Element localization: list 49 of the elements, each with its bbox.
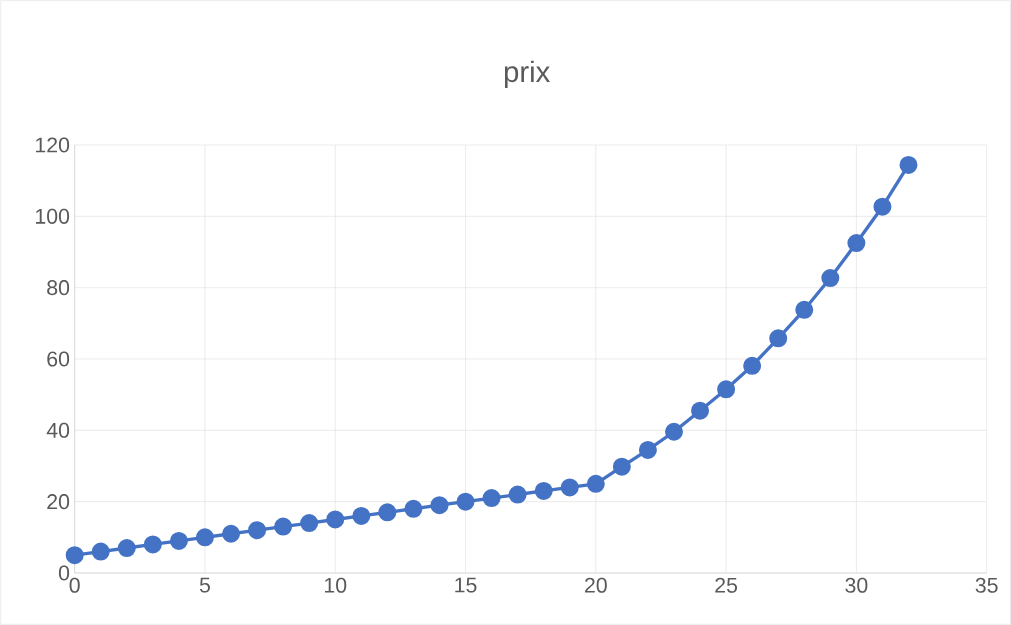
point — [691, 401, 710, 420]
point — [326, 510, 345, 529]
point — [378, 503, 397, 522]
point — [169, 531, 188, 550]
x-tick-label: 5 — [199, 577, 210, 593]
point — [873, 197, 892, 216]
y-tick-label: 0 — [58, 565, 70, 581]
point — [117, 539, 136, 558]
point — [899, 155, 918, 174]
y-tick-label: 100 — [36, 208, 70, 224]
x-tick-label: 30 — [845, 577, 868, 593]
point — [560, 478, 579, 497]
point — [795, 300, 814, 319]
point — [404, 499, 423, 518]
x-tick-label: 0 — [69, 577, 80, 593]
point — [456, 492, 475, 511]
x-tick-label: 15 — [455, 577, 477, 593]
x-tick-label: 35 — [975, 577, 998, 593]
point — [91, 542, 110, 561]
x-tick-label: 25 — [715, 577, 738, 593]
point — [743, 356, 762, 375]
point — [638, 440, 657, 459]
point — [534, 481, 553, 500]
point — [847, 234, 866, 253]
point — [143, 535, 162, 554]
y-tick-label: 40 — [46, 422, 70, 438]
point — [664, 422, 683, 441]
point — [248, 521, 267, 540]
point — [222, 524, 241, 543]
point — [482, 489, 501, 508]
point — [769, 329, 788, 348]
y-tick-label: 80 — [47, 280, 70, 296]
chart-title: prix — [504, 60, 550, 88]
point — [508, 485, 527, 504]
point — [430, 496, 449, 515]
x-tick-label: 20 — [585, 577, 607, 593]
y-tick-label: 120 — [36, 137, 70, 153]
point — [717, 380, 736, 399]
point — [195, 528, 214, 547]
point — [300, 514, 319, 533]
x-tick-label: 10 — [325, 577, 347, 593]
point — [65, 546, 84, 565]
point — [352, 506, 371, 525]
y-tick-label: 60 — [47, 351, 70, 367]
point — [586, 474, 605, 493]
point — [612, 457, 631, 476]
y-tick-label: 20 — [47, 494, 70, 510]
point — [821, 269, 840, 288]
point — [274, 517, 293, 536]
